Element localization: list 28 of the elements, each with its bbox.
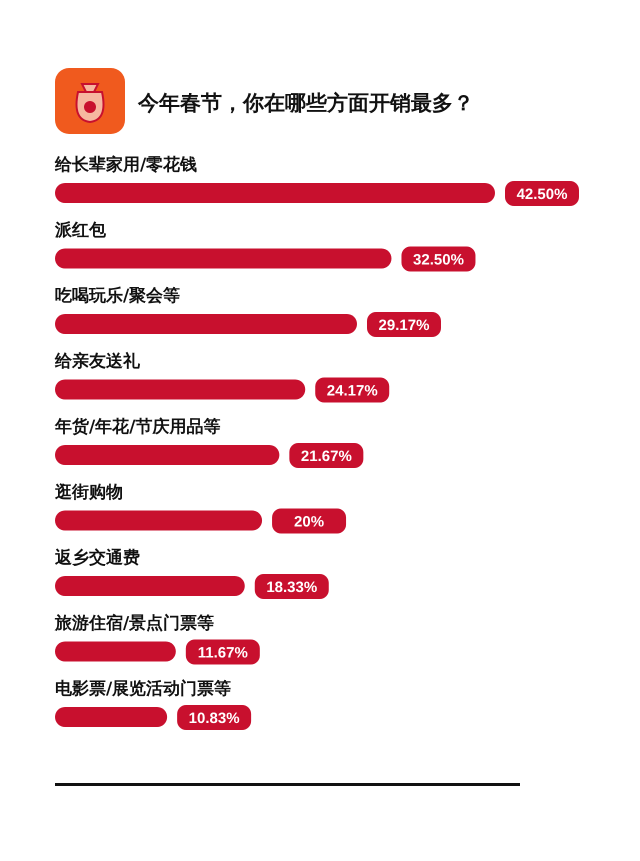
y-tick-label: 给长辈家用/零花钱 <box>54 155 198 175</box>
data-label: 21.67% <box>300 448 352 465</box>
bar <box>55 576 245 596</box>
data-label: 10.83% <box>188 710 240 727</box>
bar <box>55 642 176 662</box>
bar <box>55 707 168 727</box>
data-label: 32.50% <box>413 252 464 268</box>
bar <box>55 510 262 530</box>
bar <box>55 445 280 465</box>
chart-title: 今年春节，你在哪些方面开销最多？ <box>137 91 474 115</box>
y-tick-label: 电影票/展览活动门票等 <box>55 679 232 699</box>
bar <box>55 248 392 268</box>
data-label: 18.33% <box>266 579 318 596</box>
data-label: 11.67% <box>198 644 248 662</box>
data-label: 24.17% <box>326 382 378 400</box>
data-label: 42.50% <box>516 186 568 203</box>
y-tick-label: 返乡交通费 <box>54 548 140 568</box>
y-tick-label: 旅游住宿/景点门票等 <box>54 614 214 634</box>
y-tick-label: 年货/年花/节庆用品等 <box>54 417 220 437</box>
bar <box>55 183 495 203</box>
data-label: 20% <box>294 514 324 530</box>
y-tick-label: 派红包 <box>54 220 107 240</box>
y-tick-label: 吃喝玩乐/聚会等 <box>55 286 180 306</box>
bar <box>55 380 306 400</box>
bar <box>55 314 357 334</box>
y-tick-label: 给亲友送礼 <box>54 352 141 372</box>
y-tick-label: 逛街购物 <box>54 482 123 502</box>
data-label: 29.17% <box>378 317 430 334</box>
